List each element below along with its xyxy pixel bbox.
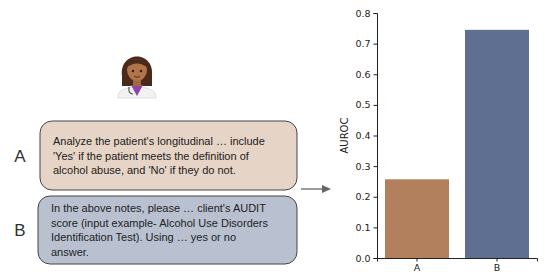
- y-tick: 0.2: [355, 191, 377, 202]
- bar: [385, 179, 449, 258]
- y-tick-mark: [374, 227, 378, 228]
- prompt-text: In the above notes, please … client's AU…: [51, 202, 266, 214]
- prompt-text: 'Yes' if the patient meets the definitio…: [53, 150, 250, 162]
- y-tick-mark: [374, 105, 378, 106]
- y-tick: 0.6: [355, 69, 377, 80]
- x-tick-label: A: [414, 262, 421, 273]
- y-tick: 0.1: [355, 222, 377, 233]
- y-tick-label: 0.4: [355, 130, 370, 141]
- prompt-box-frame: [38, 196, 297, 264]
- y-tick-mark: [374, 258, 378, 259]
- y-tick: 0.3: [355, 161, 377, 172]
- y-tick: 0.8: [355, 8, 377, 19]
- x-tick-mark: [497, 258, 498, 262]
- prompt-text: Analyze the patient's longitudinal … inc…: [53, 135, 265, 147]
- y-tick-mark: [374, 197, 378, 198]
- figure: A Analyze the patient's longitudinal … in…: [0, 0, 545, 276]
- icon-fringe: [126, 59, 148, 68]
- y-axis-title: AUROC: [339, 118, 350, 154]
- icon-eye: [140, 70, 142, 72]
- x-tick: B: [494, 258, 501, 273]
- y-tick-label: 0.2: [355, 191, 370, 202]
- y-axis: 0.0 0.1 0.2 0.3 0.4 0.5 0.6 0.7 0.8: [355, 8, 377, 264]
- x-tick: A: [414, 258, 421, 273]
- x-axis-line: [378, 259, 538, 262]
- y-tick-mark: [374, 44, 378, 45]
- y-tick: 0.5: [355, 99, 377, 110]
- prompt-text: score (input example- Alcohol Use Disord…: [51, 217, 269, 229]
- y-tick-mark: [374, 166, 378, 167]
- icon-face: [127, 59, 147, 81]
- icon-eye: [132, 70, 134, 72]
- y-tick-label: 0.8: [355, 8, 370, 19]
- bars: [385, 30, 529, 258]
- y-tick: 0.0: [355, 253, 377, 264]
- prompt-label: B: [14, 221, 25, 240]
- prompt-box: B In the above notes, please … client's A…: [14, 196, 297, 264]
- icon-stethoscope: [129, 87, 133, 94]
- icon-hair: [122, 57, 152, 87]
- y-tick-label: 0.5: [355, 99, 370, 110]
- y-tick-label: 0.6: [355, 69, 370, 80]
- y-tick-label: 0.1: [355, 222, 370, 233]
- arrow-shaft: [301, 188, 323, 189]
- prompt-text: answer.: [51, 246, 89, 258]
- y-tick-label: 0.3: [355, 161, 370, 172]
- x-tick-label: B: [494, 262, 501, 273]
- x-tick-mark: [417, 258, 418, 262]
- prompt-box: A Analyze the patient's longitudinal … in…: [14, 121, 297, 190]
- prompt-text: alcohol abuse, and 'No' if they do not.: [53, 164, 236, 176]
- y-tick-mark: [374, 74, 378, 75]
- prompt-text: Identification Test). Using … yes or no: [51, 231, 236, 243]
- y-axis-line: [374, 14, 378, 259]
- x-axis: AB: [378, 258, 538, 273]
- doctor-icon: [118, 57, 156, 99]
- prompt-label: A: [14, 147, 26, 166]
- arrow-head: [322, 185, 331, 193]
- prompt-box-frame: [40, 121, 297, 190]
- y-tick-mark: [374, 136, 378, 137]
- icon-mouth: [134, 76, 140, 78]
- y-tick-mark: [374, 13, 378, 14]
- y-tick-label: 0.0: [355, 253, 370, 264]
- y-tick-label: 0.7: [355, 38, 370, 49]
- y-tick: 0.4: [355, 130, 377, 141]
- bar: [465, 30, 529, 258]
- y-tick: 0.7: [355, 38, 377, 49]
